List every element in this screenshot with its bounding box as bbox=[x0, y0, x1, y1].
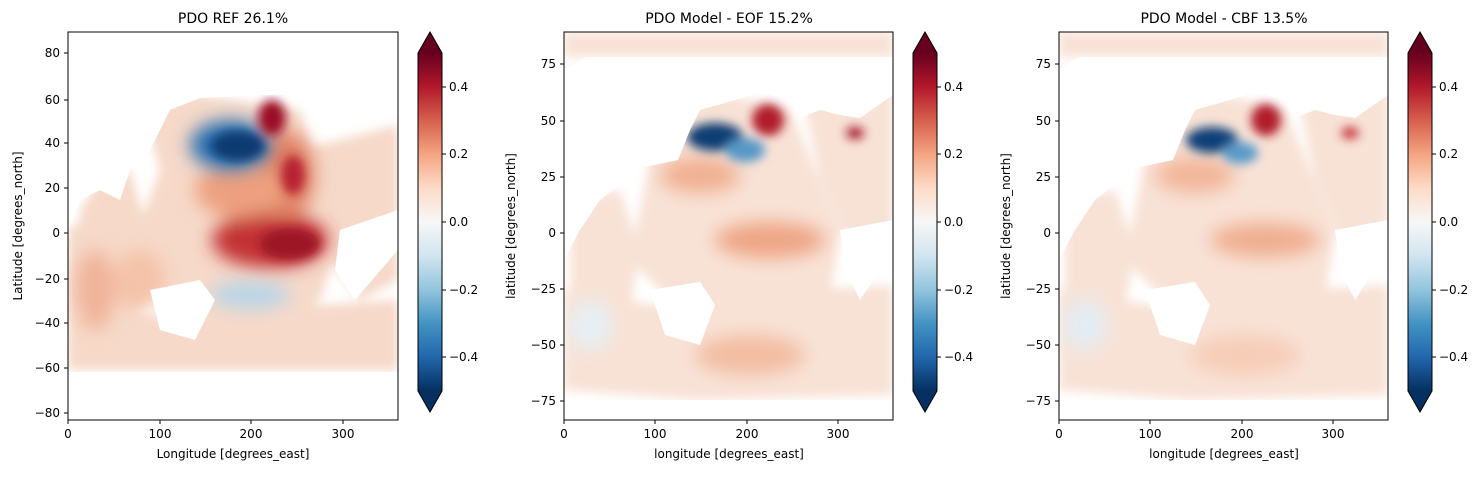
panel-2-ytick: 50 bbox=[541, 114, 556, 128]
panel-2-xlabel: longitude [degrees_east] bbox=[654, 447, 804, 461]
panel-3-ytick: 0 bbox=[1043, 226, 1051, 240]
panel-2-ytick: 0 bbox=[548, 226, 556, 240]
panel-3-ytick: 25 bbox=[1036, 170, 1051, 184]
colorbar-extend-max bbox=[418, 32, 442, 53]
colorbar-tick: 0.2 bbox=[1439, 147, 1458, 161]
panel-1-colorbar: 0.4 0.2 0.0 −0.2 −0.4 bbox=[417, 30, 478, 414]
colorbar-outline bbox=[417, 30, 443, 414]
panel-3-ytick: −25 bbox=[1026, 282, 1051, 296]
panel-1-xtick: 100 bbox=[149, 427, 172, 441]
panel-1-title: PDO REF 26.1% bbox=[178, 11, 288, 27]
colorbar-tick: −0.2 bbox=[1439, 283, 1468, 297]
panel-1: PDO REF 26.1% bbox=[11, 11, 478, 461]
panel-1-xtick: 0 bbox=[64, 427, 72, 441]
colorbar-outline bbox=[1407, 30, 1433, 414]
panel-2-title: PDO Model - EOF 15.2% bbox=[645, 11, 813, 27]
colorbar-extend-min bbox=[913, 391, 937, 412]
panel-1-ytick: 60 bbox=[45, 93, 60, 107]
panel-2-ylabel: latitude [degrees_north] bbox=[504, 153, 518, 299]
panel-1-core-features bbox=[211, 100, 320, 260]
panel-2-colorbar: 0.4 0.2 0.0 −0.2 −0.4 bbox=[912, 30, 973, 414]
panel-1-frame bbox=[67, 31, 399, 421]
panel-2-xtick: 300 bbox=[827, 427, 850, 441]
panel-2-ytick: −50 bbox=[531, 338, 556, 352]
panel-1-map bbox=[67, 31, 399, 421]
panel-1-ytick: −20 bbox=[35, 272, 60, 286]
colorbar-tick: −0.4 bbox=[449, 350, 478, 364]
panel-2-ytick: −75 bbox=[531, 394, 556, 408]
panel-1-ylabel: Latitude [degrees_north] bbox=[11, 151, 25, 300]
panel-3-xtick: 100 bbox=[1139, 427, 1162, 441]
panel-1-ytick: −60 bbox=[35, 361, 60, 375]
panel-3-xlabel: longitude [degrees_east] bbox=[1149, 447, 1299, 461]
panel-2-ocean bbox=[564, 32, 893, 400]
colorbar-tick: −0.2 bbox=[944, 283, 973, 297]
panel-3: PDO Model - CBF 13.5% bbox=[999, 11, 1468, 461]
panel-3-ylabel: latitude [degrees_north] bbox=[999, 153, 1013, 299]
panel-3-x-axis: 0 100 200 300 bbox=[1055, 420, 1344, 441]
panel-1-xlabel: Longitude [degrees_east] bbox=[157, 447, 310, 461]
panel-1-ytick: 20 bbox=[45, 181, 60, 195]
panel-3-map bbox=[1058, 31, 1389, 421]
colorbar-gradient bbox=[1408, 53, 1432, 391]
colorbar-tick: 0.2 bbox=[944, 147, 963, 161]
panel-1-ytick: 0 bbox=[52, 226, 60, 240]
panel-3-xtick: 300 bbox=[1322, 427, 1345, 441]
panel-2-x-axis: 0 100 200 300 bbox=[560, 420, 849, 441]
panel-1-land bbox=[68, 32, 398, 420]
panel-2-ytick: 75 bbox=[541, 57, 556, 71]
panel-1-ytick: 40 bbox=[45, 136, 60, 150]
colorbar-tick: −0.2 bbox=[449, 283, 478, 297]
panel-3-ytick: 50 bbox=[1036, 114, 1051, 128]
colorbar-tick: −0.4 bbox=[1439, 350, 1468, 364]
colorbar-tick: −0.4 bbox=[944, 350, 973, 364]
panel-1-ytick: −80 bbox=[35, 406, 60, 420]
panel-2-warm-anomalies bbox=[568, 157, 825, 375]
panel-2-map bbox=[563, 31, 894, 421]
panel-2-ytick: −25 bbox=[531, 282, 556, 296]
panel-1-y-axis: 80 60 40 20 0 −20 −40 −60 −80 bbox=[35, 46, 68, 420]
panel-3-ytick: 75 bbox=[1036, 57, 1051, 71]
colorbar-extend-min bbox=[1408, 391, 1432, 412]
colorbar-outline bbox=[912, 30, 938, 414]
panel-3-frame bbox=[1058, 31, 1389, 421]
colorbar-tick: 0.0 bbox=[1439, 215, 1458, 229]
panel-3-land bbox=[1059, 57, 1388, 420]
colorbar-gradient bbox=[418, 53, 442, 391]
panel-3-xtick: 200 bbox=[1231, 427, 1254, 441]
colorbar-gradient bbox=[913, 53, 937, 391]
panel-3-y-axis: 75 50 25 0 −25 −50 −75 bbox=[1026, 57, 1059, 408]
panel-2-frame bbox=[563, 31, 894, 421]
panel-2: PDO Model - EOF 15.2% bbox=[504, 11, 973, 461]
panel-1-xtick: 300 bbox=[332, 427, 355, 441]
colorbar-extend-max bbox=[913, 32, 937, 53]
colorbar-tick: 0.4 bbox=[1439, 80, 1458, 94]
panel-3-xtick: 0 bbox=[1055, 427, 1063, 441]
colorbar-extend-max bbox=[1408, 32, 1432, 53]
panel-2-land bbox=[564, 57, 893, 420]
panel-2-xtick: 100 bbox=[644, 427, 667, 441]
colorbar-tick: 0.0 bbox=[944, 215, 963, 229]
colorbar-extend-min bbox=[418, 391, 442, 412]
panel-2-xtick: 0 bbox=[560, 427, 568, 441]
panel-1-ytick: 80 bbox=[45, 46, 60, 60]
panel-3-title: PDO Model - CBF 13.5% bbox=[1140, 11, 1307, 27]
panel-1-x-axis: 0 100 200 300 bbox=[64, 420, 354, 441]
panel-3-ytick: −75 bbox=[1026, 394, 1051, 408]
panel-3-warm-anomalies bbox=[1063, 157, 1320, 375]
colorbar-tick: 0.2 bbox=[449, 147, 468, 161]
panel-2-xtick: 200 bbox=[736, 427, 759, 441]
colorbar-tick: 0.0 bbox=[449, 215, 468, 229]
panel-3-colorbar: 0.4 0.2 0.0 −0.2 −0.4 bbox=[1407, 30, 1468, 414]
panel-1-ytick: −40 bbox=[35, 316, 60, 330]
colorbar-tick: 0.4 bbox=[449, 80, 468, 94]
panel-2-y-axis: 75 50 25 0 −25 −50 −75 bbox=[531, 57, 564, 408]
panel-1-xtick: 200 bbox=[240, 427, 263, 441]
panel-2-ytick: 25 bbox=[541, 170, 556, 184]
colorbar-tick: 0.4 bbox=[944, 80, 963, 94]
panel-3-ytick: −50 bbox=[1026, 338, 1051, 352]
